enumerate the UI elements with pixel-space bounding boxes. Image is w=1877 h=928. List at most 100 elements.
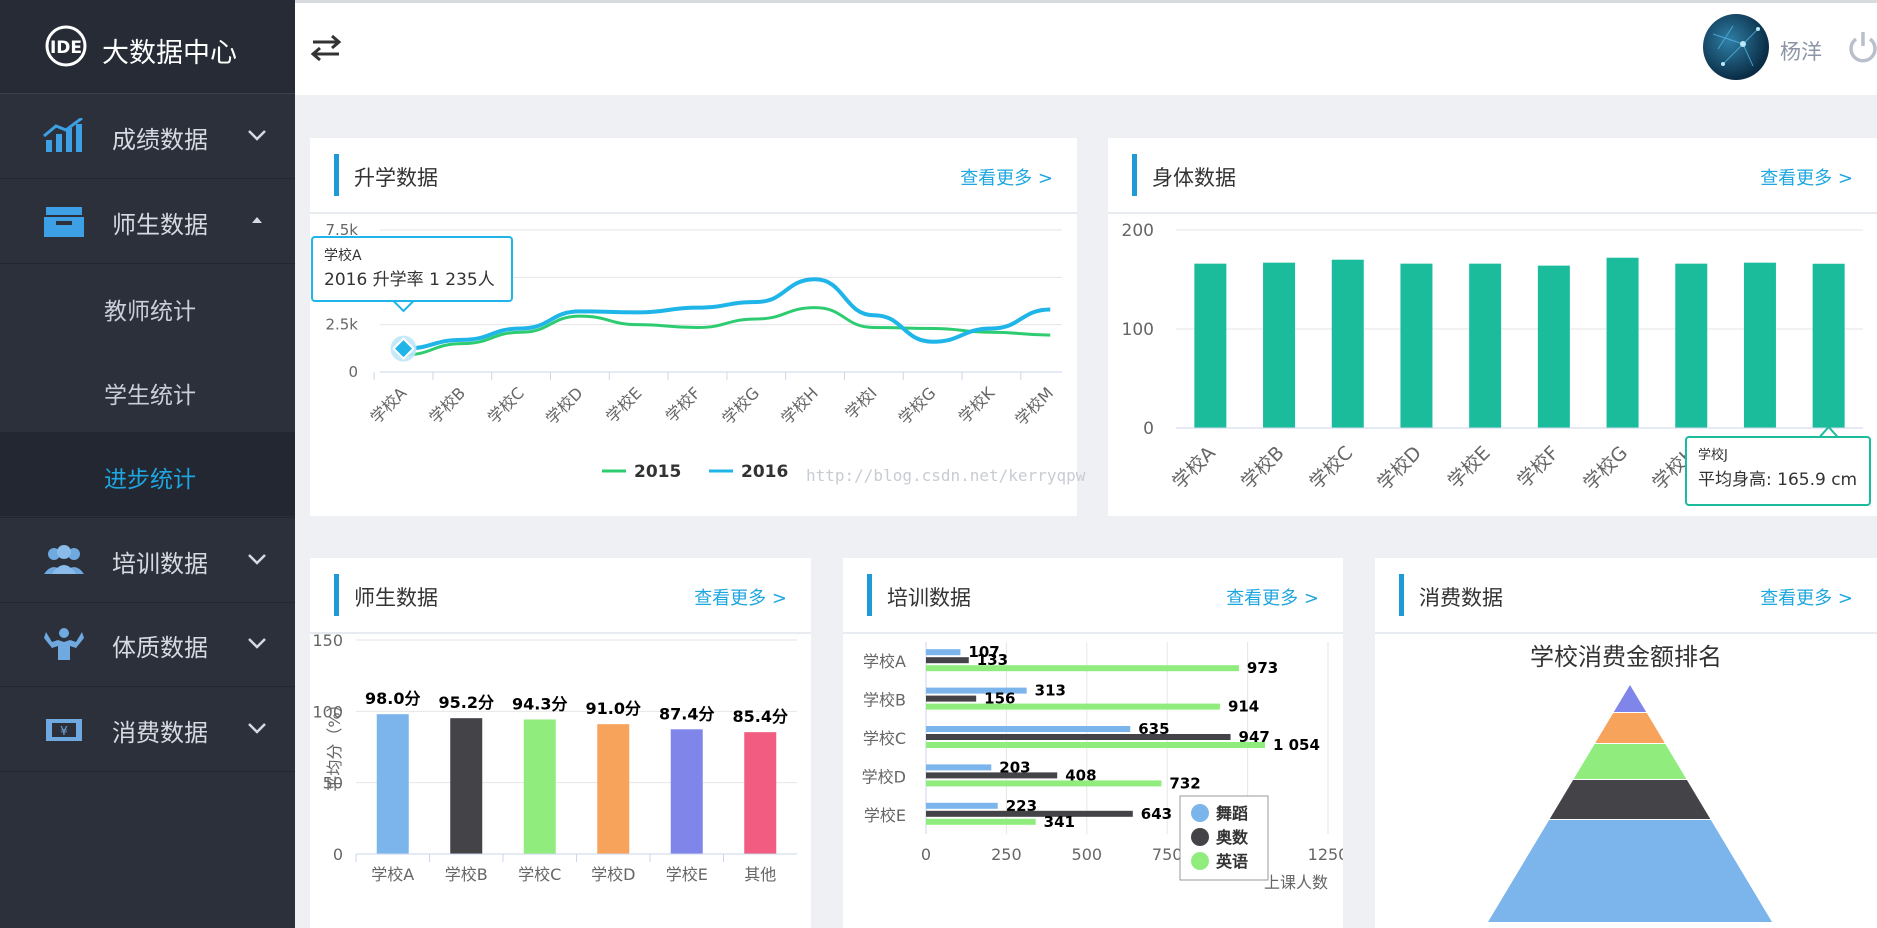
- x-tick-label: 学校B: [1237, 442, 1289, 494]
- tooltip-box: [311, 236, 513, 302]
- y-tick-label: 7.5k: [325, 221, 358, 239]
- bar: [376, 714, 409, 854]
- panel-accent-bar: [1132, 154, 1137, 196]
- swap-toggle-icon[interactable]: [310, 32, 342, 64]
- nav-label-teacher-student: 师生数据: [112, 211, 208, 239]
- view-more-link[interactable]: 查看更多 >: [1226, 588, 1319, 609]
- view-more-link[interactable]: 查看更多 >: [1760, 588, 1853, 609]
- y-tick-label: 200: [1122, 221, 1154, 241]
- view-more-link[interactable]: 查看更多 >: [694, 588, 787, 609]
- sub-item-student-stats[interactable]: 学生统计: [0, 348, 295, 432]
- panel-header: 身体数据 查看更多 >: [1108, 138, 1877, 214]
- bar: [1331, 259, 1364, 428]
- panel-title: 身体数据: [1152, 166, 1236, 190]
- pyramid-segment: [1613, 685, 1647, 712]
- username[interactable]: 杨洋: [1780, 40, 1822, 64]
- y-tick-label: 150: [312, 632, 343, 650]
- chart-growth-icon: [43, 118, 83, 152]
- x-tick-label: 学校K: [955, 383, 999, 427]
- x-tick-label: 学校E: [602, 383, 645, 426]
- inbox-icon: [44, 207, 84, 237]
- panel-accent-bar: [334, 574, 339, 616]
- panel-teacher: 师生数据 查看更多 > 0 50 100 150 平均分（%） 98.0分 学校A 95.2分…: [310, 558, 811, 928]
- pyramid-segment: [1595, 713, 1665, 743]
- bar-舞蹈: [926, 726, 1131, 732]
- x-tick-label: 学校C: [518, 865, 561, 884]
- bar-舞蹈: [926, 802, 998, 809]
- bar-奥数: [926, 810, 1133, 817]
- panel-accent-bar: [1399, 574, 1404, 616]
- bar: [450, 718, 483, 854]
- series-line-2015: [403, 306, 1051, 357]
- bar: [1537, 265, 1570, 428]
- data-label: 107: [968, 643, 999, 661]
- nav-item-scores[interactable]: 成绩数据: [0, 94, 295, 179]
- view-more-link[interactable]: 查看更多 >: [960, 168, 1053, 189]
- bar-舞蹈: [926, 764, 992, 771]
- x-tick-label: 学校C: [1305, 442, 1357, 494]
- bar: [670, 729, 703, 854]
- bar: [1263, 262, 1296, 428]
- nav-item-teacher-student[interactable]: 师生数据: [0, 179, 295, 264]
- panel-header: 师生数据 查看更多 >: [310, 558, 811, 634]
- watermark: http://blog.csdn.net/kerryqpw: [806, 466, 1086, 485]
- bar: [1606, 257, 1639, 428]
- nav-label-scores: 成绩数据: [112, 126, 208, 154]
- bar-奥数: [926, 657, 969, 664]
- panel-title: 师生数据: [354, 586, 438, 610]
- brand-bar: IDE 大数据中心: [0, 0, 295, 94]
- avatar-network-icon: [1712, 25, 1760, 67]
- chevron-down-icon: [248, 638, 266, 649]
- tooltip: 学校A 2016 升学率 1 235人: [311, 236, 513, 313]
- x-tick-label: 学校F: [662, 383, 705, 426]
- pyramid-segment: [1549, 780, 1711, 819]
- bar: [523, 719, 556, 854]
- view-more-link[interactable]: 查看更多 >: [1760, 168, 1853, 189]
- x-tick-label: 0: [921, 845, 931, 864]
- tooltip-arrow: [1817, 425, 1840, 438]
- pyramid-segment: [1573, 744, 1687, 779]
- bar: [1469, 263, 1502, 428]
- data-label: 133: [977, 651, 1008, 669]
- data-label: 313: [1035, 682, 1066, 700]
- x-tick-label: 学校D: [591, 865, 635, 884]
- y-axis-label: 平均分（%）: [325, 696, 344, 791]
- chart-title: 学校消费金额排名: [1530, 643, 1722, 671]
- x-tick-label: 学校B: [425, 383, 469, 427]
- legend-label: 英语: [1215, 852, 1248, 871]
- data-label: 341: [1044, 813, 1075, 831]
- tooltip-title: 学校J: [1698, 447, 1728, 463]
- x-tick-label: 学校F: [1513, 442, 1563, 492]
- x-tick-label: 学校G: [718, 383, 763, 428]
- panel-consume: 消费数据 查看更多 > 学校消费金额排名: [1375, 558, 1877, 928]
- sub-item-teacher-stats[interactable]: 教师统计: [0, 264, 295, 348]
- x-tick-label: 750: [1152, 845, 1183, 864]
- x-tick-label: 学校C: [484, 383, 528, 427]
- nav-item-training[interactable]: 培训数据: [0, 517, 295, 603]
- x-tick-label: 学校M: [1011, 383, 1057, 429]
- x-tick-label: 1250: [1308, 845, 1343, 864]
- avatar[interactable]: [1703, 14, 1769, 80]
- nav-item-physique[interactable]: 体质数据: [0, 602, 295, 687]
- panel-header: 培训数据 查看更多 >: [843, 558, 1343, 634]
- nav-label-physique: 体质数据: [112, 634, 208, 662]
- x-tick-label: 学校D: [1373, 442, 1426, 495]
- data-label: 85.4分: [733, 707, 788, 726]
- bar-奥数: [926, 734, 1231, 740]
- bar-舞蹈: [926, 687, 1027, 694]
- tooltip-title: 学校A: [324, 247, 362, 264]
- panel-header: 消费数据 查看更多 >: [1375, 558, 1877, 634]
- series-line-2016: [403, 277, 1051, 351]
- x-tick-label: 学校A: [367, 383, 411, 427]
- x-tick-label: 学校D: [542, 383, 587, 428]
- power-icon[interactable]: [1848, 30, 1877, 64]
- panel-title: 培训数据: [887, 586, 971, 610]
- panel-body: 身体数据 查看更多 > 0 100 200 学校A 学校B 学校C 学校D 学校E 学校F 学校G…: [1108, 138, 1877, 516]
- x-tick-label: 学校E: [1444, 442, 1495, 493]
- legend-swatch: [1191, 828, 1209, 846]
- sub-item-progress-stats[interactable]: 进步统计: [0, 432, 295, 516]
- data-label: 98.0分: [365, 689, 420, 708]
- nav-item-consume[interactable]: ¥ 消费数据: [0, 687, 295, 772]
